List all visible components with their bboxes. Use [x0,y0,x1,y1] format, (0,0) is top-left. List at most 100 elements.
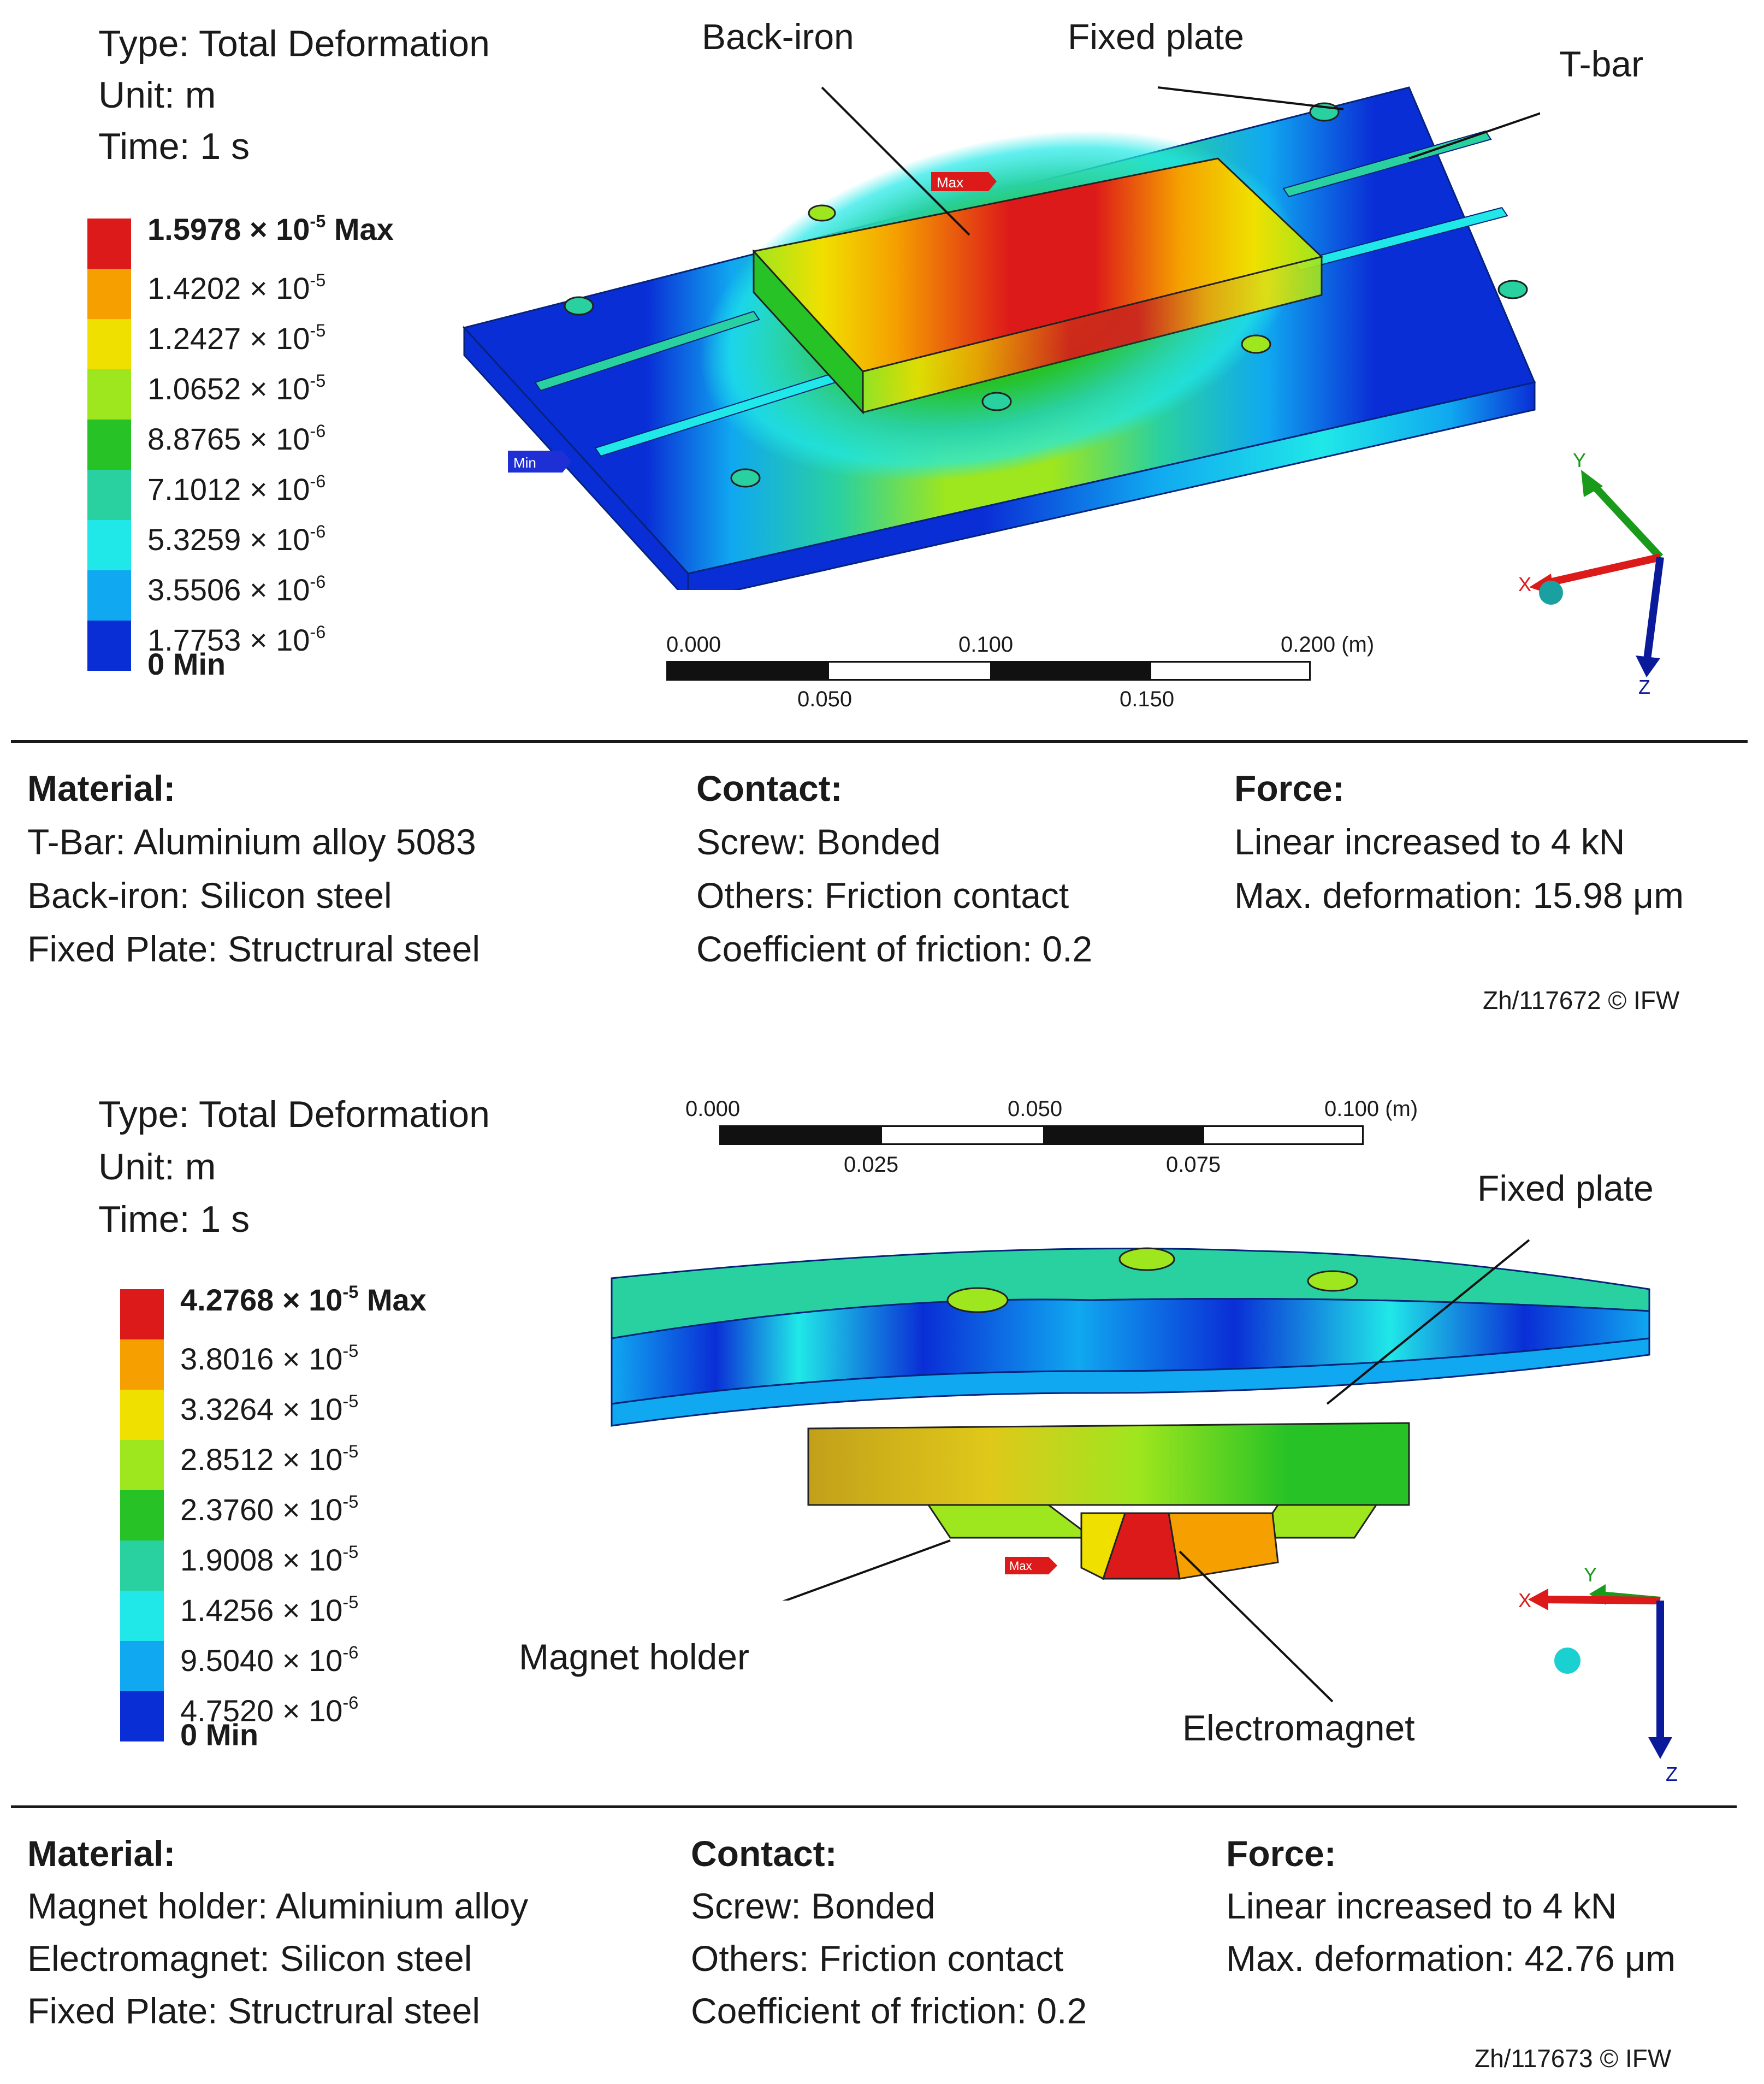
material-line: Fixed Plate: Structrural steel [27,929,480,969]
legend-swatch [120,1390,164,1440]
x-axis-label: X [1518,573,1531,595]
legend-level-label: 1.7753 × 10-6 [147,622,326,657]
force-line: Max. deformation: 15.98 μm [1234,875,1684,916]
material-line: Magnet holder: Aluminium alloy [27,1886,529,1926]
contact-line: Coefficient of friction: 0.2 [691,1991,1087,2031]
max-tag [931,172,997,191]
legend-level-label: 1.4256 × 10-5 [180,1592,359,1627]
electromagnet-coil [1168,1512,1279,1580]
callout-t-bar: T-bar [1559,44,1644,84]
simulation-panel-2: Type: Total Deformation Unit: m Time: 1 … [0,1065,1764,2084]
scale-label-075: 0.075 [1166,1153,1221,1177]
back-iron-leader [821,86,970,236]
scale-label-100: 0.100 (m) [1324,1097,1418,1121]
x-axis-arrow [1540,1596,1661,1604]
material-line: Back-iron: Silicon steel [27,875,392,916]
t-bar-leader [1408,112,1540,160]
fixed-plate-leader [1157,86,1344,110]
copyright-label: Zh/117673 © IFW [1475,2044,1672,2073]
scale-label-200: 0.200 (m) [1281,633,1375,657]
legend-swatch [120,1540,164,1591]
x-axis-arrow [1539,553,1661,588]
legend-swatch [120,1641,164,1691]
unit-label: Unit: m [98,74,216,116]
unit-label: Unit: m [98,1146,216,1188]
scale-label-100: 0.100 [958,633,1014,657]
deformation-model-view: Max [611,1239,1650,1601]
contact-line: Coefficient of friction: 0.2 [696,929,1093,969]
electromagnet-leader [1179,1550,1334,1703]
z-axis-label: Z [1666,1763,1678,1785]
legend-level-label: 1.2427 × 10-5 [147,321,326,356]
legend-swatch [120,1339,164,1390]
max-tag-label: Max [1009,1559,1032,1573]
contact-title: Contact: [691,1833,837,1874]
section-divider [11,1805,1737,1808]
scale-label-050: 0.050 [1008,1097,1063,1121]
legend-swatch [120,1289,164,1339]
bolt-heads [564,102,1528,488]
legend-swatch [87,319,131,369]
callout-fixed-plate: Fixed plate [1477,1168,1654,1208]
scale-label-0: 0.000 [685,1097,741,1121]
axis-triad: Y X Z [1518,1563,1678,1785]
electromagnet-left [1080,1512,1127,1580]
material-title: Material: [27,768,176,808]
material-line: T-Bar: Aluminium alloy 5083 [27,822,476,862]
legend-swatch [120,1591,164,1641]
contact-line: Screw: Bonded [691,1886,936,1926]
simulation-panel-1: Type: Total Deformation Unit: m Time: 1 … [0,0,1764,1038]
material-title: Material: [27,1833,176,1874]
legend-swatch [87,219,131,269]
y-axis-arrow [1586,478,1664,560]
fixed-plate-leader [1326,1239,1530,1405]
legend-swatch [87,570,131,621]
fixed-plate-front [687,381,1536,590]
force-title: Force: [1234,768,1345,808]
force-title: Force: [1226,1833,1336,1874]
y-axis-label: Y [1584,1563,1597,1586]
scale-label-150: 0.150 [1120,687,1175,711]
origin-sphere [1554,1648,1581,1674]
deformation-model-view: Max Min [463,86,1540,590]
type-label: Type: Total Deformation [98,23,490,64]
legend-level-label: 7.1012 × 10-6 [147,471,326,506]
legend-level-label: 3.3264 × 10-5 [180,1391,359,1426]
magnet-holder-leader [782,1539,951,1601]
min-tag-label: Min [513,454,536,471]
callout-magnet-holder: Magnet holder [519,1637,749,1677]
t-bar-left-1 [534,310,760,392]
contact-line: Screw: Bonded [696,822,941,862]
legend-swatch [120,1440,164,1490]
legend-swatch [87,369,131,420]
legend-swatch [87,470,131,520]
z-axis-label: Z [1638,676,1650,698]
legend-level-label: 3.8016 × 10-5 [180,1341,359,1376]
type-label: Type: Total Deformation [98,1094,490,1135]
y-axis-label: Y [1573,449,1586,471]
color-legend: 1.5978 × 10-5 Max 1.4202 × 10-5 1.2427 × 1… [87,212,634,710]
material-line: Electromagnet: Silicon steel [27,1938,472,1979]
color-legend: 4.2768 × 10-5 Max 3.8016 × 10-5 3.3264 × 1… [120,1283,666,1781]
legend-level-label: 1.4202 × 10-5 [147,270,326,305]
legend-swatch [87,269,131,319]
legend-level-label: 2.8512 × 10-5 [180,1442,359,1477]
legend-level-label: 2.3760 × 10-5 [180,1492,359,1527]
z-axis-arrow [1643,557,1664,664]
legend-max-label: 4.2768 × 10-5 Max [180,1282,427,1317]
min-tag [508,451,571,473]
x-axis-label: X [1518,1589,1531,1611]
scale-bar: 0.000 0.100 0.200 (m) 0.050 0.150 [666,634,1431,721]
legend-level-label: 1.9008 × 10-5 [180,1542,359,1577]
scale-label-0: 0.000 [666,633,721,657]
time-label: Time: 1 s [98,1199,250,1240]
legend-swatch [87,420,131,470]
contact-line: Others: Friction contact [696,875,1069,916]
scale-bar: 0.000 0.050 0.100 (m) 0.025 0.075 [685,1098,1450,1185]
force-line: Max. deformation: 42.76 μm [1226,1938,1676,1979]
callout-back-iron: Back-iron [702,16,854,57]
legend-swatch [120,1691,164,1741]
fixed-plate-bottom [611,1337,1650,1427]
material-line: Fixed Plate: Structrural steel [27,1991,480,2031]
force-line: Linear increased to 4 kN [1226,1886,1617,1926]
